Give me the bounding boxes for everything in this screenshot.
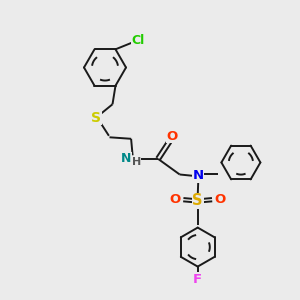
Text: F: F — [193, 273, 202, 286]
Text: N: N — [121, 152, 131, 165]
Text: O: O — [214, 193, 226, 206]
Text: H: H — [132, 157, 141, 166]
Text: N: N — [193, 169, 204, 182]
Text: Cl: Cl — [131, 34, 144, 47]
Text: S: S — [193, 193, 203, 208]
Text: O: O — [166, 130, 178, 142]
Text: S: S — [91, 111, 101, 125]
Text: O: O — [170, 193, 181, 206]
